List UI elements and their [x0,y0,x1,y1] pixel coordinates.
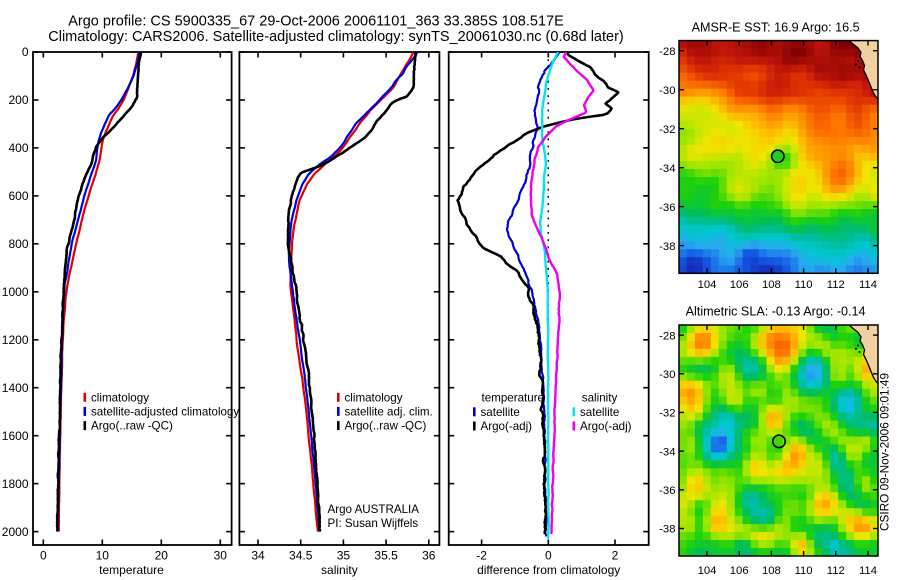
svg-text:PI: Susan Wijffels: PI: Susan Wijffels [328,517,419,530]
svg-text:114: 114 [859,279,877,291]
svg-text:temperature: temperature [482,392,545,405]
svg-text:1000: 1000 [2,285,29,299]
svg-text:1200: 1200 [2,333,29,347]
svg-text:112: 112 [827,279,845,291]
svg-text:salinity: salinity [582,392,618,405]
svg-text:satellite: satellite [481,406,520,419]
svg-text:1600: 1600 [2,429,29,443]
svg-text:climatology: climatology [345,391,403,404]
svg-text:34.5: 34.5 [289,549,313,563]
svg-text:0: 0 [22,45,29,59]
svg-text:0: 0 [40,549,47,563]
svg-text:-32: -32 [659,124,675,136]
svg-text:Climatology: CARS2006. Satelli: Climatology: CARS2006. Satellite-adjuste… [48,29,623,45]
svg-text:800: 800 [8,237,28,251]
svg-text:2: 2 [612,549,619,563]
svg-text:-28: -28 [659,330,675,342]
svg-text:-34: -34 [659,446,675,458]
svg-text:20: 20 [155,549,169,563]
svg-text:108: 108 [762,565,781,577]
svg-text:temperature: temperature [99,563,164,577]
svg-text:AMSR-E SST: 16.9 Argo: 16.5: AMSR-E SST: 16.9 Argo: 16.5 [692,21,860,35]
svg-text:106: 106 [730,565,749,577]
svg-text:35.5: 35.5 [374,549,398,563]
svg-text:Argo(..raw -QC): Argo(..raw -QC) [345,420,427,433]
svg-text:Argo(..raw -QC): Argo(..raw -QC) [91,420,173,433]
svg-text:Argo AUSTRALIA: Argo AUSTRALIA [328,503,420,516]
svg-text:difference from climatology: difference from climatology [477,563,620,577]
svg-text:200: 200 [8,93,28,107]
svg-text:35: 35 [337,549,351,563]
svg-text:108: 108 [762,279,781,291]
svg-text:Argo profile: CS 5900335_67 29: Argo profile: CS 5900335_67 29-Oct-2006 … [68,14,564,30]
svg-text:110: 110 [795,279,813,291]
svg-text:satellite: satellite [580,406,619,419]
svg-text:Altimetric SLA: -0.13 Argo: -0: Altimetric SLA: -0.13 Argo: -0.14 [686,305,866,319]
svg-text:Argo(-adj): Argo(-adj) [580,420,632,433]
svg-text:600: 600 [8,189,28,203]
svg-text:-38: -38 [659,241,675,253]
svg-text:400: 400 [8,141,28,155]
svg-text:1400: 1400 [2,381,29,395]
svg-text:1800: 1800 [2,477,29,491]
svg-text:-2: -2 [476,549,487,563]
svg-text:104: 104 [698,279,717,291]
svg-text:salinity: salinity [321,563,358,577]
svg-text:satellite adj. clim.: satellite adj. clim. [345,405,433,418]
svg-text:2000: 2000 [2,525,29,539]
svg-text:30: 30 [214,549,228,563]
svg-text:112: 112 [827,565,845,577]
svg-text:0: 0 [545,549,552,563]
svg-text:-30: -30 [659,85,675,97]
svg-text:106: 106 [730,279,749,291]
svg-text:CSIRO 09-Nov-2006 09:01:49: CSIRO 09-Nov-2006 09:01:49 [878,373,892,531]
svg-text:34: 34 [251,549,265,563]
svg-text:-32: -32 [659,408,675,420]
svg-text:104: 104 [698,565,717,577]
svg-text:-36: -36 [659,485,675,497]
svg-text:10: 10 [96,549,110,563]
svg-text:-36: -36 [659,202,675,214]
svg-text:climatology: climatology [91,391,149,404]
svg-text:114: 114 [859,565,877,577]
svg-text:Argo(-adj): Argo(-adj) [481,420,533,433]
svg-text:36: 36 [422,549,436,563]
svg-text:-34: -34 [659,163,675,175]
svg-text:-28: -28 [659,46,675,58]
svg-text:-38: -38 [659,524,675,536]
svg-text:110: 110 [795,565,813,577]
svg-text:satellite-adjusted climatology: satellite-adjusted climatology [91,405,239,418]
svg-text:-30: -30 [659,369,675,381]
